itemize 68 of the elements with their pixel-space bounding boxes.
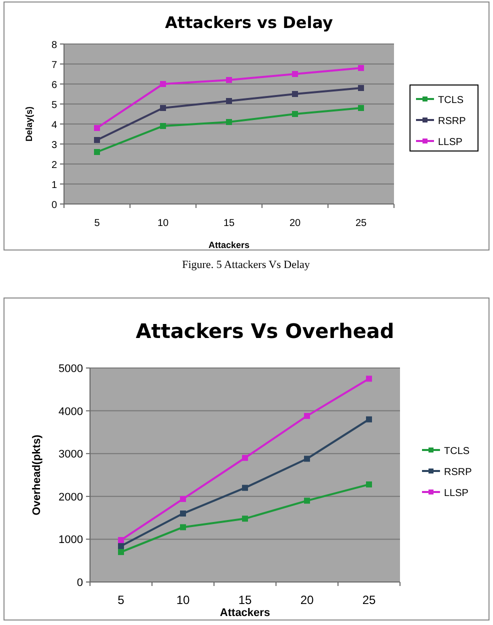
- point: [304, 412, 310, 419]
- legend-label: RSRP: [444, 467, 472, 478]
- point: [180, 524, 186, 530]
- x-tick-label: 20: [300, 593, 314, 607]
- x-tick-label: 20: [289, 218, 301, 229]
- y-tick-label: 0: [51, 200, 58, 211]
- y-tick-label: 2: [51, 160, 58, 171]
- y-tick-label: 4000: [58, 406, 83, 418]
- point: [118, 543, 124, 550]
- point: [358, 85, 364, 91]
- y-tick-label: 1000: [58, 534, 83, 546]
- point: [358, 105, 364, 111]
- legend-label: LLSP: [438, 137, 463, 148]
- y-axis-title: Overhead(pkts): [31, 434, 43, 516]
- y-tick-label: 6: [51, 80, 58, 91]
- x-tick-label: 15: [238, 593, 252, 607]
- point: [160, 81, 166, 87]
- y-tick-label: 7: [51, 60, 58, 71]
- legend-label: RSRP: [438, 116, 466, 127]
- point: [226, 77, 232, 83]
- point: [118, 537, 124, 544]
- chart-title: Attackers Vs Overhead: [136, 319, 394, 343]
- legend-label: TCLS: [438, 95, 464, 106]
- point: [366, 376, 372, 382]
- point: [160, 123, 166, 129]
- point: [118, 549, 124, 556]
- point: [366, 416, 372, 422]
- point: [292, 111, 298, 117]
- x-tick-label: 10: [176, 593, 190, 607]
- y-axis-title: Delay(s): [24, 106, 34, 142]
- point: [94, 137, 100, 143]
- y-tick-label: 3000: [58, 448, 83, 461]
- y-tick-label: 0: [76, 577, 83, 589]
- point: [292, 71, 298, 77]
- y-tick-label: 5: [51, 100, 58, 111]
- x-tick-label: 15: [223, 218, 235, 229]
- point: [242, 484, 248, 491]
- point: [304, 498, 310, 504]
- point: [180, 510, 186, 517]
- y-tick-label: 3: [51, 140, 58, 151]
- chart-title: Attackers vs Delay: [165, 13, 334, 32]
- x-tick-label: 25: [355, 218, 367, 229]
- point: [226, 119, 232, 125]
- y-tick-label: 2000: [58, 491, 83, 504]
- point: [160, 105, 166, 111]
- point: [94, 125, 100, 131]
- x-tick-label: 5: [94, 218, 100, 229]
- point: [292, 91, 298, 97]
- point: [94, 149, 100, 155]
- legend-label: LLSP: [444, 488, 469, 499]
- y-tick-label: 4: [51, 120, 58, 131]
- point: [226, 98, 232, 104]
- x-axis-title: Attackers: [220, 607, 270, 619]
- point: [358, 65, 364, 71]
- text: Figure. 5 Attackers Vs Delay: [182, 259, 310, 271]
- x-tick-label: 25: [362, 593, 376, 607]
- point: [242, 454, 248, 461]
- y-tick-label: 5000: [58, 363, 83, 375]
- point: [366, 481, 372, 488]
- point: [242, 516, 248, 522]
- point: [304, 456, 310, 462]
- y-tick-label: 1: [51, 180, 58, 191]
- y-tick-label: 8: [51, 40, 58, 51]
- x-tick-label: 5: [118, 593, 125, 607]
- x-axis-title: Attackers: [208, 240, 250, 250]
- point: [180, 496, 186, 502]
- x-tick-label: 10: [157, 218, 169, 229]
- legend-label: TCLS: [444, 446, 470, 457]
